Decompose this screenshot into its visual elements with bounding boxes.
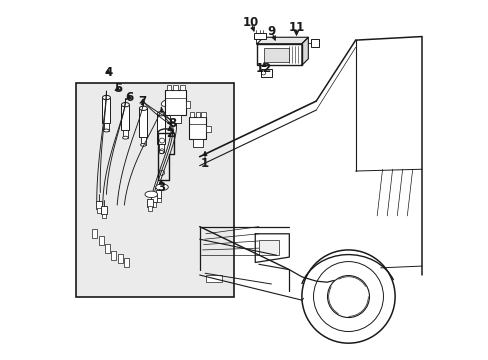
Text: 5: 5: [114, 82, 122, 95]
Text: 2: 2: [165, 127, 174, 140]
Bar: [158, 144, 164, 152]
Bar: [102, 214, 106, 219]
Ellipse shape: [157, 112, 165, 116]
Bar: [155, 190, 161, 198]
Text: 6: 6: [124, 91, 133, 104]
Text: 9: 9: [267, 25, 275, 38]
Bar: [97, 208, 101, 213]
Bar: [260, 69, 271, 77]
Ellipse shape: [158, 150, 164, 153]
Text: 8: 8: [167, 117, 176, 130]
Text: 3: 3: [157, 181, 165, 194]
Ellipse shape: [155, 184, 168, 190]
Bar: [99, 237, 103, 246]
Bar: [157, 114, 165, 144]
Text: 12: 12: [256, 62, 272, 75]
Ellipse shape: [102, 95, 110, 100]
Bar: [185, 102, 190, 108]
Bar: [152, 202, 156, 207]
Text: 11: 11: [288, 21, 304, 34]
Bar: [206, 275, 222, 282]
Bar: [201, 112, 205, 117]
Bar: [257, 44, 301, 65]
Bar: [139, 108, 147, 137]
Text: 1: 1: [201, 157, 209, 170]
Ellipse shape: [141, 143, 146, 146]
Text: 7: 7: [138, 95, 146, 108]
Bar: [103, 123, 109, 131]
Bar: [111, 251, 116, 260]
Bar: [166, 85, 170, 90]
Bar: [96, 201, 102, 209]
Bar: [165, 90, 185, 116]
Bar: [102, 98, 110, 123]
Polygon shape: [301, 37, 308, 65]
Bar: [156, 198, 160, 202]
Bar: [180, 85, 184, 90]
Ellipse shape: [103, 129, 109, 132]
Bar: [170, 116, 181, 123]
Bar: [206, 126, 210, 132]
Bar: [264, 48, 288, 62]
Polygon shape: [255, 234, 289, 262]
Ellipse shape: [122, 136, 128, 139]
Bar: [258, 239, 278, 255]
Bar: [151, 194, 157, 202]
Bar: [122, 130, 128, 138]
Ellipse shape: [121, 103, 129, 107]
Bar: [101, 206, 106, 214]
Bar: [310, 39, 318, 46]
Bar: [148, 206, 152, 211]
Bar: [124, 258, 129, 267]
Text: 10: 10: [243, 16, 259, 29]
Bar: [121, 105, 129, 130]
Bar: [195, 112, 200, 117]
Bar: [173, 85, 178, 90]
Polygon shape: [257, 37, 308, 44]
Bar: [254, 33, 265, 40]
Bar: [189, 117, 206, 139]
Ellipse shape: [144, 191, 157, 198]
Bar: [118, 255, 122, 264]
Bar: [147, 199, 153, 207]
Bar: [76, 83, 233, 297]
Text: 4: 4: [104, 66, 112, 79]
Bar: [105, 244, 110, 253]
Ellipse shape: [139, 106, 147, 111]
Ellipse shape: [161, 99, 173, 107]
Bar: [192, 139, 203, 147]
Bar: [92, 229, 97, 238]
Bar: [141, 137, 146, 145]
Bar: [190, 112, 194, 117]
